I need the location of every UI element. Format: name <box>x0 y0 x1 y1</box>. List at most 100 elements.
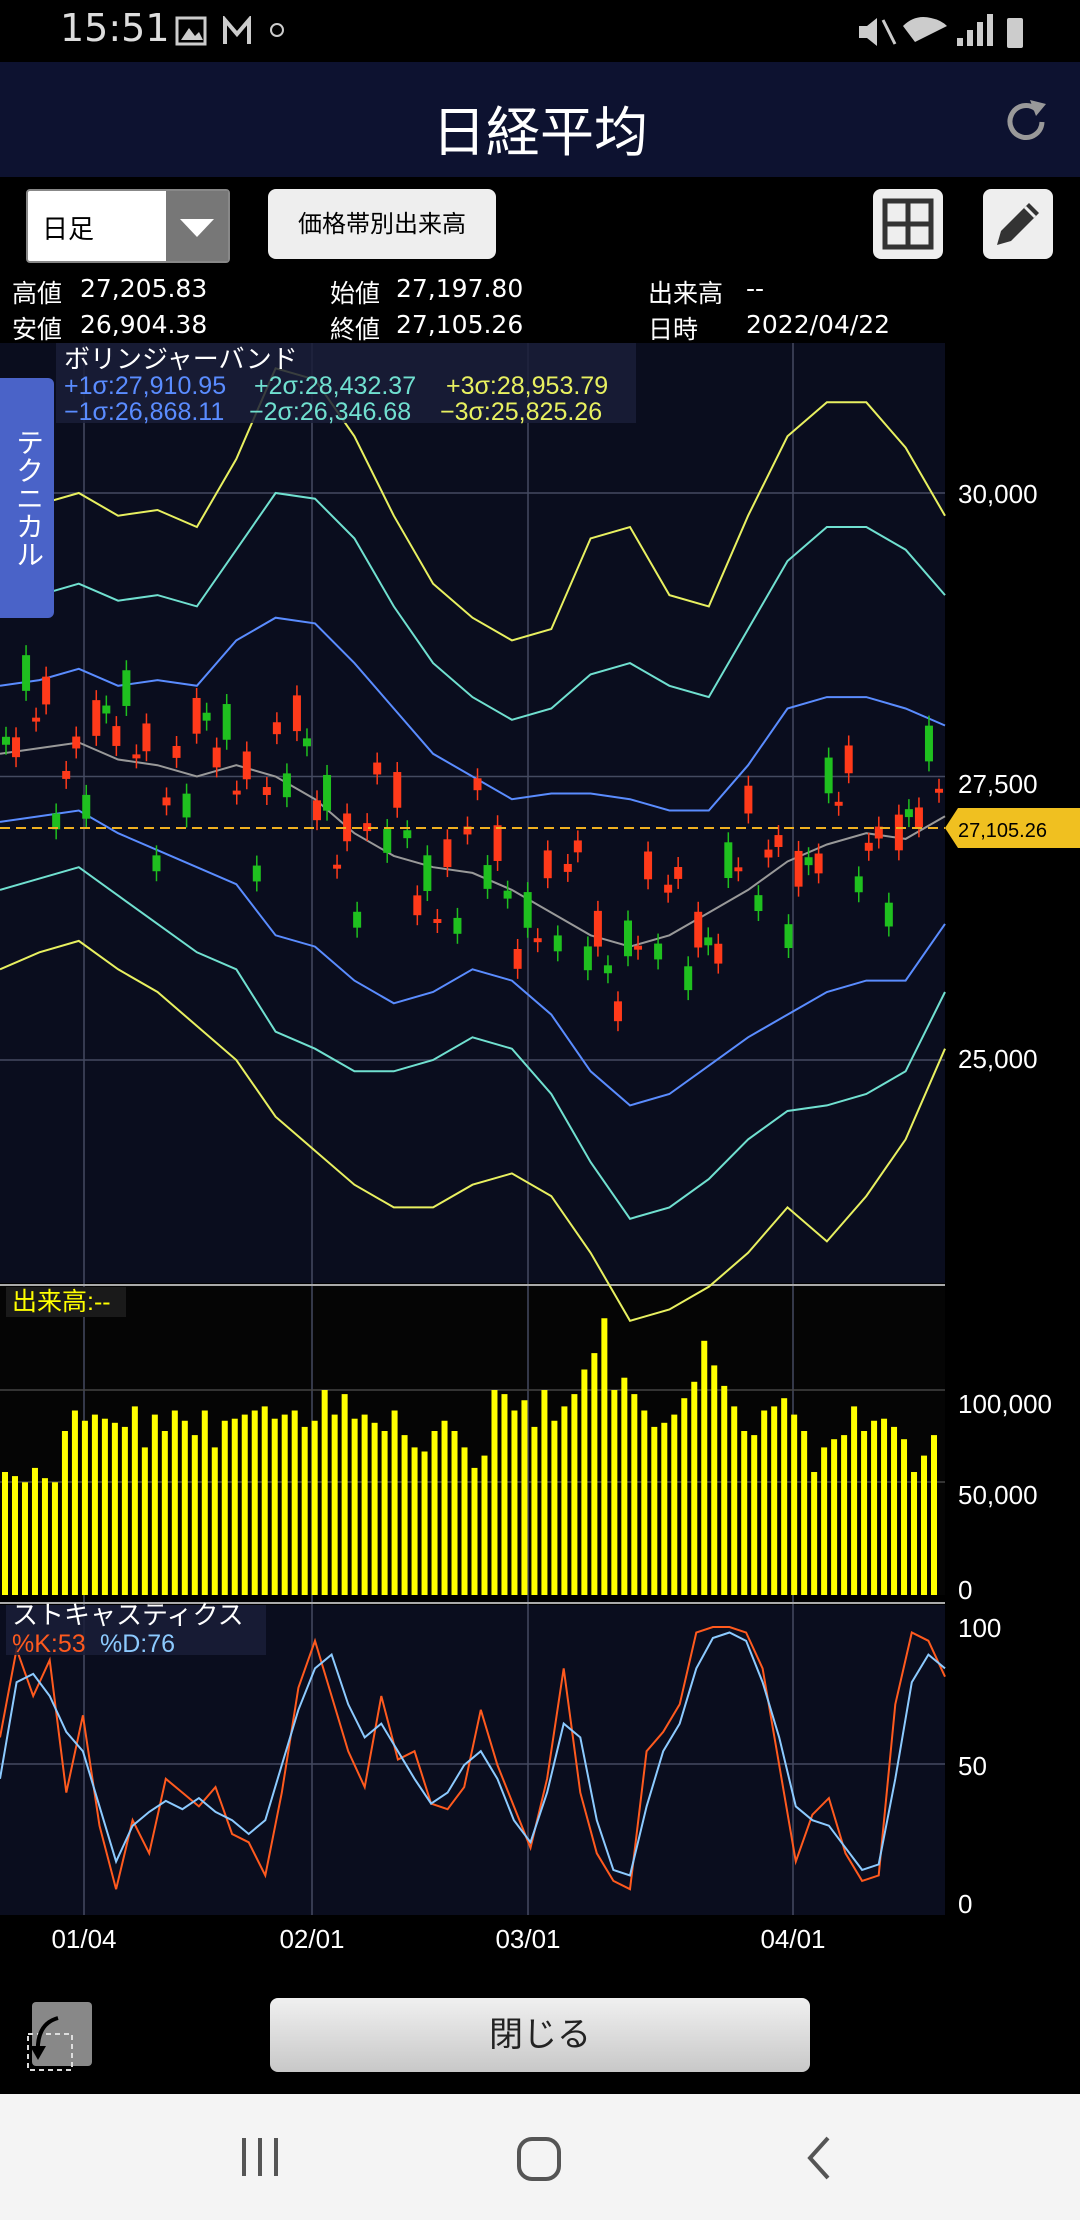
volume-label-0: 0 <box>958 1575 972 1605</box>
candle-body-89 <box>894 814 903 851</box>
candle-body-32 <box>323 774 332 811</box>
volume-bar-37 <box>371 1422 378 1595</box>
candle-body-86 <box>864 842 873 851</box>
volume-bar-1 <box>11 1476 18 1595</box>
volume-bar-31 <box>311 1420 318 1595</box>
volume-bar-72 <box>721 1385 728 1595</box>
chart-toolbar: 日足 価格帯別出来高 <box>0 177 1080 269</box>
volume-bar-33 <box>331 1414 338 1595</box>
chart-grid <box>0 343 945 1915</box>
recent-apps-icon[interactable] <box>230 2134 290 2182</box>
candle-body-77 <box>774 835 783 847</box>
candle-body-0 <box>2 736 10 745</box>
high-value: 27,205.83 <box>80 274 208 303</box>
volume-bar-19 <box>191 1435 198 1595</box>
volume-bar-0 <box>2 1472 8 1595</box>
volume-bar-77 <box>771 1406 778 1595</box>
back-icon[interactable] <box>800 2134 840 2184</box>
volume-label-50000: 50,000 <box>958 1480 1038 1510</box>
candle-body-82 <box>824 757 833 794</box>
layout-grid-button[interactable] <box>873 189 943 259</box>
bollinger-bands <box>0 367 946 1322</box>
volume-bar-14 <box>141 1447 148 1595</box>
volume-bar-28 <box>281 1414 288 1595</box>
candle-body-59 <box>593 910 602 947</box>
price-label-30000: 30,000 <box>958 479 1038 509</box>
stoch-label-0: 0 <box>958 1889 972 1919</box>
stoch-title: ストキャスティクス <box>12 1600 244 1630</box>
x-label-0104: 01/04 <box>51 1924 116 1954</box>
candle-body-38 <box>383 829 392 853</box>
bollinger-p3: +3σ:28,953.79 <box>446 372 608 400</box>
candle-body-87 <box>874 826 883 839</box>
volume-bar-25 <box>251 1410 258 1595</box>
volume-bar-81 <box>811 1472 818 1595</box>
candle-body-47 <box>473 778 482 791</box>
candle-body-1 <box>12 737 21 758</box>
candle-body-56 <box>563 863 572 872</box>
volume-bar-78 <box>781 1398 788 1595</box>
pencil-icon <box>997 203 1039 245</box>
volume-bar-53 <box>531 1426 538 1595</box>
volume-by-price-button[interactable]: 価格帯別出来高 <box>268 189 496 259</box>
system-nav-bar <box>0 2094 1080 2220</box>
date-value: 2022/04/22 <box>746 310 891 339</box>
candle-body-91 <box>914 807 923 828</box>
close-button[interactable]: 閉じる <box>270 1998 810 2072</box>
volume-bar-90 <box>901 1439 908 1595</box>
candle-body-57 <box>573 840 582 853</box>
volume-bar-55 <box>551 1420 558 1595</box>
volume-bar-84 <box>841 1435 848 1595</box>
stoch-k-label: %K:53 <box>12 1630 86 1658</box>
candle-body-9 <box>92 700 101 736</box>
status-icons-right <box>859 14 1023 48</box>
candle-body-78 <box>784 924 793 949</box>
candle-body-34 <box>343 813 352 842</box>
candle-body-37 <box>373 762 382 775</box>
candle-body-79 <box>794 850 803 887</box>
price-chart[interactable]: 27,105.26 30,000 27,500 25,000 100,000 5… <box>0 340 1080 1960</box>
volume-bar-50 <box>501 1394 508 1595</box>
volume-bar-60 <box>601 1318 608 1595</box>
volume-bar-43 <box>431 1431 438 1595</box>
volume-bar-52 <box>521 1400 528 1595</box>
x-label-0401: 04/01 <box>760 1924 825 1954</box>
volume-bar-24 <box>241 1414 248 1595</box>
refresh-icon[interactable] <box>1000 96 1052 148</box>
candle-body-28 <box>282 773 291 798</box>
volume-bar-11 <box>111 1422 118 1595</box>
volume-bar-59 <box>591 1353 598 1595</box>
draw-button[interactable] <box>983 189 1053 259</box>
open-value: 27,197.80 <box>396 274 524 303</box>
candle-body-72 <box>724 842 733 879</box>
volume-bar-69 <box>691 1381 698 1595</box>
volume-bar-36 <box>361 1414 368 1595</box>
close-value: 27,105.26 <box>396 310 524 339</box>
volume-bar-40 <box>401 1435 408 1595</box>
volume-bar-32 <box>321 1390 328 1595</box>
stoch-d-label: %D:76 <box>100 1630 175 1658</box>
volume-bar-58 <box>581 1369 588 1595</box>
volume-bar-88 <box>881 1418 888 1595</box>
candle-body-90 <box>904 809 913 818</box>
technical-side-tab[interactable]: テクニカル <box>0 378 54 618</box>
stochastic-lines <box>0 1626 946 1891</box>
volume-bar-2 <box>21 1482 28 1595</box>
candle-body-69 <box>694 911 703 948</box>
band-line-4 <box>0 809 946 1107</box>
candle-body-11 <box>112 726 121 746</box>
home-icon[interactable] <box>514 2134 566 2184</box>
period-select-value: 日足 <box>42 215 95 245</box>
close-label: 終値 <box>330 315 381 344</box>
volume-bar-75 <box>751 1435 758 1595</box>
x-label-0301: 03/01 <box>495 1924 560 1954</box>
volume-bar-64 <box>641 1410 648 1595</box>
candle-body-71 <box>714 943 723 964</box>
volume-bar-13 <box>131 1406 138 1595</box>
stoch-label-50: 50 <box>958 1751 987 1781</box>
volume-bar-70 <box>701 1340 708 1595</box>
screenshot-icon[interactable] <box>22 2000 98 2074</box>
period-select[interactable]: 日足 <box>26 189 230 263</box>
candle-body-68 <box>684 966 693 991</box>
volume-bar-12 <box>121 1426 128 1595</box>
